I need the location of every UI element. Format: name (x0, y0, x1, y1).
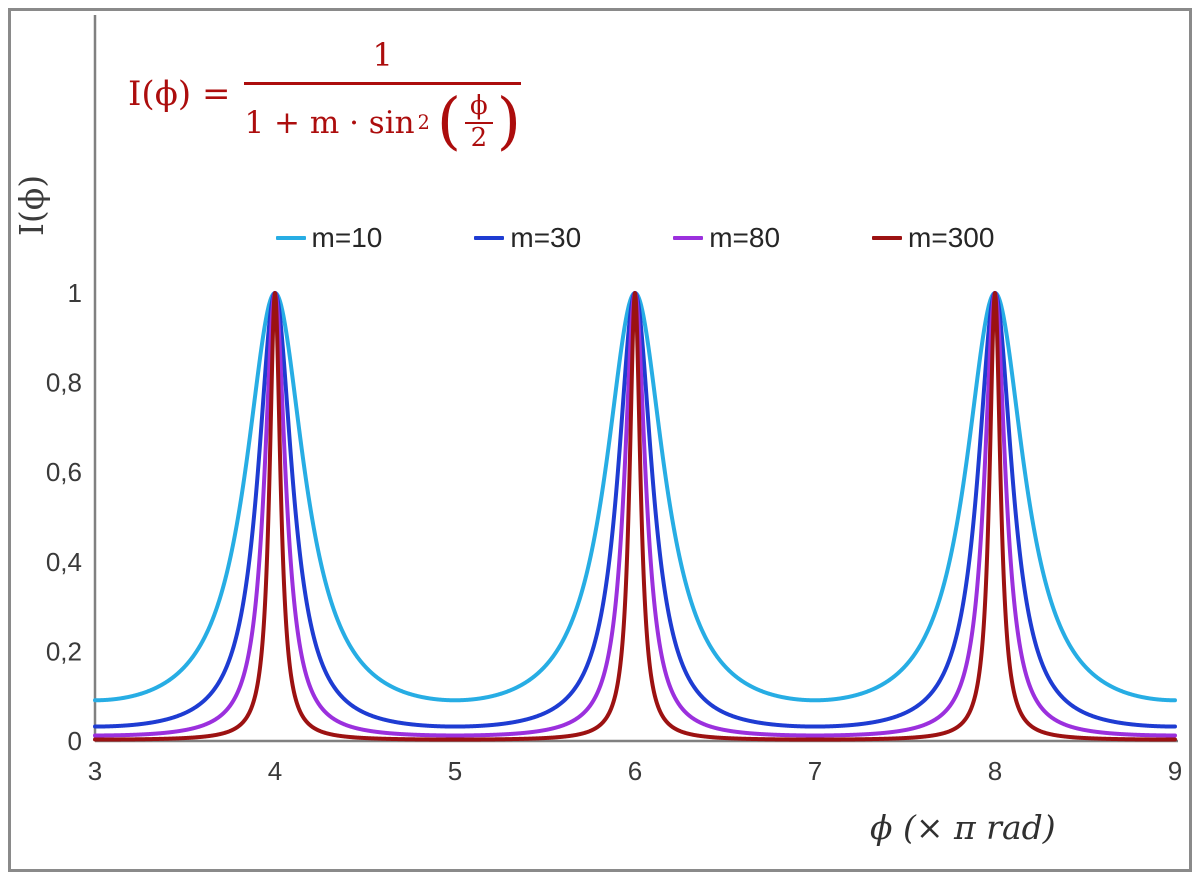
legend-swatch (872, 236, 903, 240)
inner-numerator: ϕ (470, 91, 488, 121)
legend-label: m=300 (908, 222, 995, 253)
x-tick-label: 4 (268, 756, 282, 786)
x-tick-label: 8 (988, 756, 1002, 786)
formula-annotation: I(ϕ) = 1 1 + m · sin 2 ( ϕ 2 ) (128, 36, 521, 153)
legend-item-m=80: m=80 (673, 222, 780, 254)
curve-m=300 (93, 291, 1177, 742)
legend-item-m=300: m=300 (872, 222, 994, 254)
x-tick-label: 7 (808, 756, 822, 786)
formula-lhs: I(ϕ) = (128, 74, 231, 115)
y-tick-label: 0,8 (46, 368, 82, 398)
legend: m=10 m=30 m=80 m=300 (95, 222, 1175, 254)
legend-label: m=30 (510, 222, 582, 253)
curve-m=80 (93, 291, 1177, 738)
formula-fraction: 1 1 + m · sin 2 ( ϕ 2 ) (244, 36, 521, 153)
right-paren: ) (496, 84, 521, 157)
y-tick-label: 0,6 (46, 457, 82, 487)
formula-denominator: 1 + m · sin 2 ( ϕ 2 ) (244, 84, 521, 157)
x-axis-title: ϕ (× π rad) (870, 808, 1056, 847)
legend-swatch (474, 236, 505, 240)
x-tick-label: 5 (448, 756, 462, 786)
x-tick-label: 9 (1168, 756, 1182, 786)
figure-border (8, 8, 1192, 872)
left-paren: ( (436, 84, 462, 157)
x-tick-label: 3 (88, 756, 102, 786)
legend-item-m=10: m=10 (275, 222, 383, 254)
legend-swatch (275, 236, 306, 240)
curve-m=30 (93, 291, 1177, 729)
y-axis-title: I(ϕ) (12, 174, 52, 236)
x-tick-label: 6 (628, 756, 642, 786)
legend-label: m=10 (311, 222, 383, 253)
formula-den-prefix: 1 + m · sin (244, 104, 415, 141)
y-tick-label: 0 (68, 726, 82, 756)
legend-label: m=80 (709, 222, 781, 253)
inner-fraction: ϕ 2 (464, 91, 494, 153)
formula-exponent: 2 (417, 111, 430, 135)
formula-numerator: 1 (244, 36, 521, 85)
y-tick-label: 1 (68, 278, 82, 308)
legend-item-m=30: m=30 (474, 222, 581, 254)
legend-swatch (673, 236, 704, 240)
y-tick-label: 0,4 (46, 547, 82, 577)
inner-denominator: 2 (464, 122, 494, 152)
y-tick-label: 0,2 (46, 636, 82, 666)
